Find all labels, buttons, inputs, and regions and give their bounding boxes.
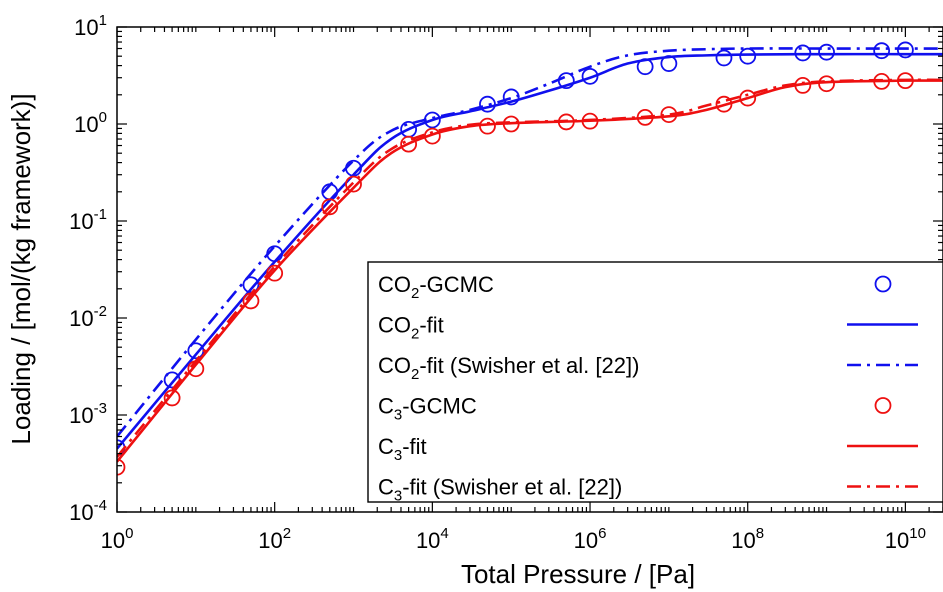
x-tick-label: 104 [416, 525, 449, 553]
data-point [819, 45, 834, 60]
legend-label-text: -fit (Swisher et al. [22]) [419, 353, 639, 378]
legend-label-text: C [378, 394, 394, 419]
legend-label-text: -fit [402, 434, 426, 459]
legend-label-subscript: 2 [411, 326, 419, 343]
tick-label-base: 10 [101, 528, 125, 553]
legend-box [368, 262, 943, 502]
legend-label-text: C [378, 434, 394, 459]
x-axis-title: Total Pressure / [Pa] [461, 559, 695, 589]
x-tick-label: 106 [574, 525, 607, 553]
y-tick-label: 10-4 [69, 497, 107, 525]
tick-label-exponent: -3 [94, 400, 107, 417]
legend-label-text: C [378, 475, 394, 500]
y-tick-label: 10-1 [69, 206, 107, 234]
tick-label-base: 10 [885, 528, 909, 553]
tick-label-base: 10 [69, 306, 93, 331]
tick-label-base: 10 [258, 528, 282, 553]
legend-label-subscript: 2 [411, 366, 419, 383]
y-tick-label: 101 [74, 12, 107, 40]
tick-label-exponent: 0 [99, 109, 107, 126]
legend-label-text: CO [378, 272, 411, 297]
data-point [874, 43, 889, 58]
tick-label-base: 10 [69, 500, 93, 525]
y-tick-label: 10-3 [69, 400, 107, 428]
legend-label-subscript: 3 [394, 407, 402, 424]
data-point [716, 50, 731, 65]
legend-label-text: -GCMC [419, 272, 494, 297]
legend-label-text: CO [378, 353, 411, 378]
tick-label-exponent: 8 [756, 525, 764, 542]
tick-label-base: 10 [69, 209, 93, 234]
data-point [740, 49, 755, 64]
x-tick-label: 108 [731, 525, 764, 553]
legend-label-subscript: 2 [411, 285, 419, 302]
y-tick-label: 100 [74, 109, 107, 137]
tick-label-exponent: -1 [94, 206, 107, 223]
tick-label-exponent: 4 [440, 525, 448, 542]
x-tick-label: 1010 [885, 525, 926, 553]
tick-label-base: 10 [416, 528, 440, 553]
legend-label-subscript: 3 [394, 488, 402, 505]
tick-label-base: 10 [574, 528, 598, 553]
legend-label-text: -fit (Swisher et al. [22]) [402, 475, 622, 500]
tick-label-base: 10 [69, 403, 93, 428]
tick-label-exponent: 1 [99, 12, 107, 29]
tick-label-exponent: 0 [125, 525, 133, 542]
tick-label-base: 10 [731, 528, 755, 553]
legend-label-text: -GCMC [402, 394, 477, 419]
tick-label-base: 10 [74, 15, 98, 40]
tick-label-exponent: 2 [283, 525, 291, 542]
y-axis-title: Loading / [mol/(kg framework)] [6, 93, 36, 444]
x-tick-label: 102 [258, 525, 291, 553]
tick-label-exponent: 10 [909, 525, 926, 542]
tick-label-exponent: -4 [94, 497, 107, 514]
tick-label-exponent: 6 [598, 525, 606, 542]
legend-label-subscript: 3 [394, 447, 402, 464]
legend-label-text: -fit [419, 313, 443, 338]
legend-label-text: CO [378, 313, 411, 338]
tick-label-base: 10 [74, 112, 98, 137]
tick-label-exponent: -2 [94, 303, 107, 320]
y-tick-label: 10-2 [69, 303, 107, 331]
x-tick-label: 100 [101, 525, 134, 553]
data-point [480, 119, 495, 134]
